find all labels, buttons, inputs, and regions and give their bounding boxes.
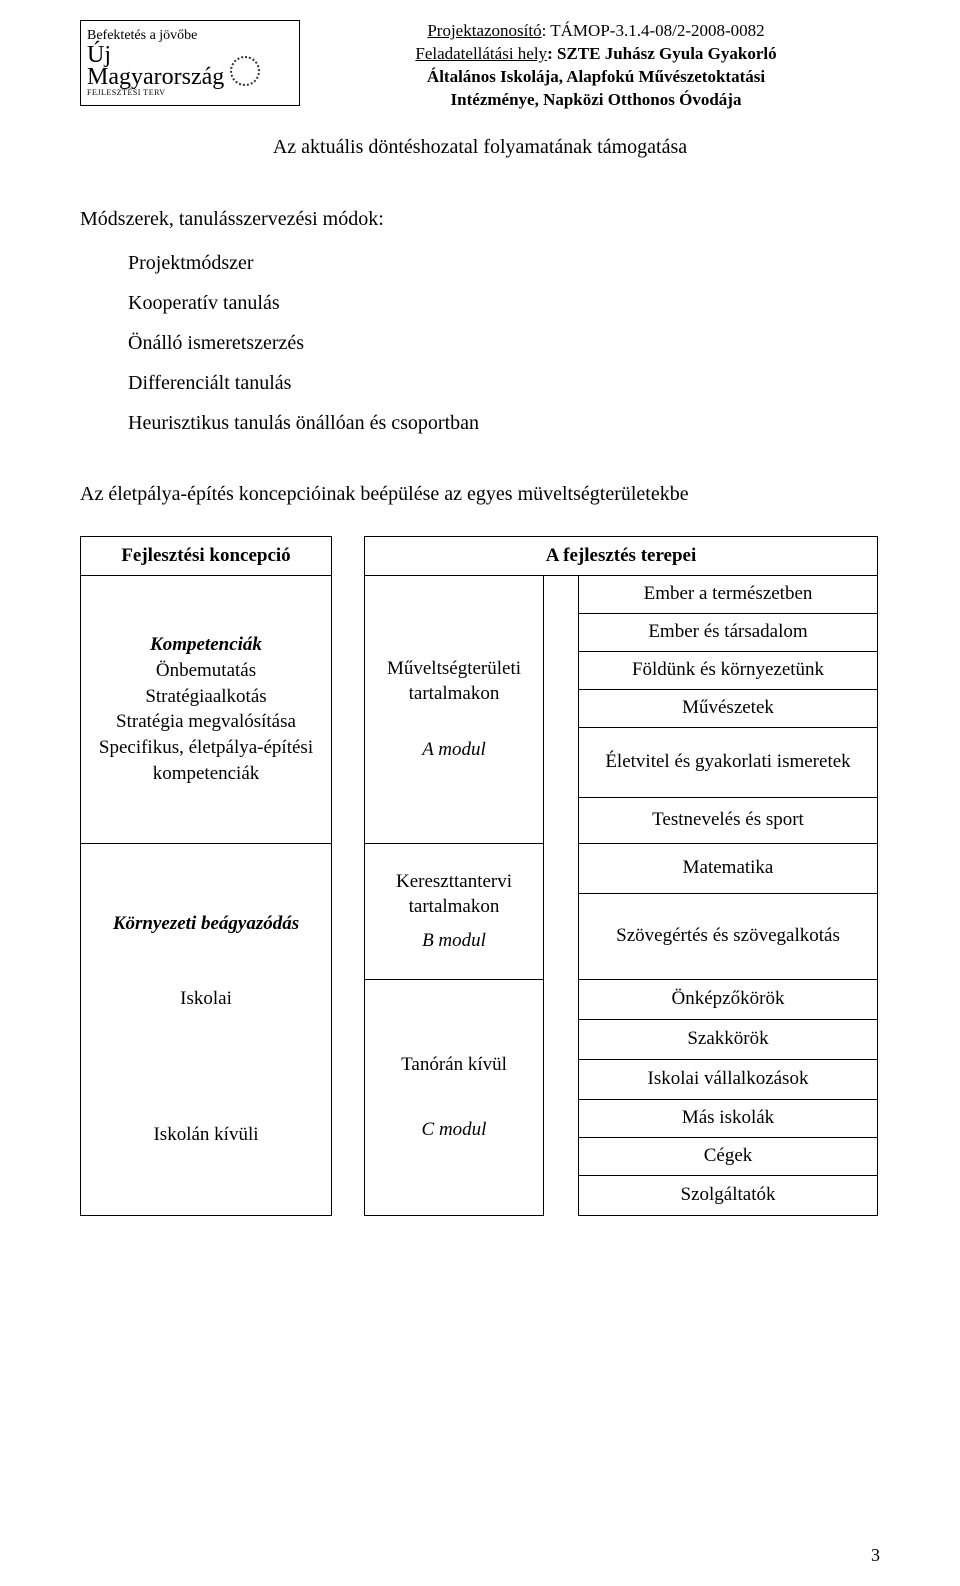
mid-block-a: Műveltségterületi tartalmakon A modul bbox=[364, 576, 544, 844]
right-row: Művészetek bbox=[578, 690, 878, 728]
right-row: Ember és társadalom bbox=[578, 614, 878, 652]
method-item: Önálló ismeretszerzés bbox=[80, 323, 880, 363]
logo-tagline: Befektetés a jövőbe bbox=[87, 29, 293, 43]
fh-line1: Feladatellátási hely: SZTE Juhász Gyula … bbox=[312, 43, 880, 66]
right-row: Földünk és környezetünk bbox=[578, 652, 878, 690]
fh-line3: Intézménye, Napközi Otthonos Óvodája bbox=[312, 89, 880, 112]
logo-main: Új Magyarország FEJLESZTÉSI TERV bbox=[87, 45, 293, 96]
left-block-kornyezeti: Környezeti beágyazódás Iskolai Iskolán k… bbox=[80, 844, 332, 1216]
logo-text-block: Új Magyarország FEJLESZTÉSI TERV bbox=[87, 45, 224, 96]
eu-stars-icon bbox=[230, 56, 260, 86]
mid-block-b: Kereszttantervi tartalmakon B modul bbox=[364, 844, 544, 980]
document-header: Befektetés a jövőbe Új Magyarország FEJL… bbox=[80, 20, 880, 112]
diagram-left-header: Fejlesztési koncepció bbox=[80, 536, 332, 576]
page-number: 3 bbox=[871, 1545, 880, 1566]
left-block-kompetenciak: Kompetenciák Önbemutatás Stratégiaalkotá… bbox=[80, 576, 332, 844]
method-item: Projektmódszer bbox=[80, 243, 880, 283]
section-paragraph: Az életpálya-építés koncepcióinak beépül… bbox=[80, 483, 880, 506]
right-row: Szakkörök bbox=[578, 1020, 878, 1060]
page-title: Az aktuális döntéshozatal folyamatának t… bbox=[80, 136, 880, 159]
right-row: Szolgáltatók bbox=[578, 1176, 878, 1216]
method-item: Differenciált tanulás bbox=[80, 363, 880, 403]
right-row: Önképzőkörök bbox=[578, 980, 878, 1020]
mid-block-c: Tanórán kívül C modul bbox=[364, 980, 544, 1216]
method-item: Heurisztikus tanulás önállóan és csoport… bbox=[80, 403, 880, 443]
right-row: Testnevelés és sport bbox=[578, 798, 878, 844]
logo-line2: Magyarország bbox=[87, 67, 224, 89]
fh-line2: Általános Iskolája, Alapfokú Művészetokt… bbox=[312, 66, 880, 89]
project-id-label: Projektazonosító bbox=[427, 21, 541, 40]
methods-heading: Módszerek, tanulásszervezési módok: bbox=[80, 199, 880, 239]
fh-value-l1: : SZTE Juhász Gyula Gyakorló bbox=[547, 44, 777, 63]
logo-box: Befektetés a jövőbe Új Magyarország FEJL… bbox=[80, 20, 300, 106]
right-row: Iskolai vállalkozások bbox=[578, 1060, 878, 1100]
right-row: Szövegértés és szövegalkotás bbox=[578, 894, 878, 980]
project-id-line: Projektazonosító: TÁMOP-3.1.4-08/2-2008-… bbox=[312, 20, 880, 43]
right-row: Cégek bbox=[578, 1138, 878, 1176]
concept-diagram: Fejlesztési koncepció A fejlesztés terep… bbox=[80, 536, 880, 1216]
right-row: Életvitel és gyakorlati ismeretek bbox=[578, 728, 878, 798]
project-id-value: : TÁMOP-3.1.4-08/2-2008-0082 bbox=[542, 21, 765, 40]
fh-label: Feladatellátási hely bbox=[415, 44, 547, 63]
methods-block: Módszerek, tanulásszervezési módok: Proj… bbox=[80, 199, 880, 443]
diagram-right-header: A fejlesztés terepei bbox=[364, 536, 878, 576]
right-row: Más iskolák bbox=[578, 1100, 878, 1138]
right-row: Ember a természetben bbox=[578, 576, 878, 614]
right-row: Matematika bbox=[578, 844, 878, 894]
header-text: Projektazonosító: TÁMOP-3.1.4-08/2-2008-… bbox=[312, 20, 880, 112]
method-item: Kooperatív tanulás bbox=[80, 283, 880, 323]
